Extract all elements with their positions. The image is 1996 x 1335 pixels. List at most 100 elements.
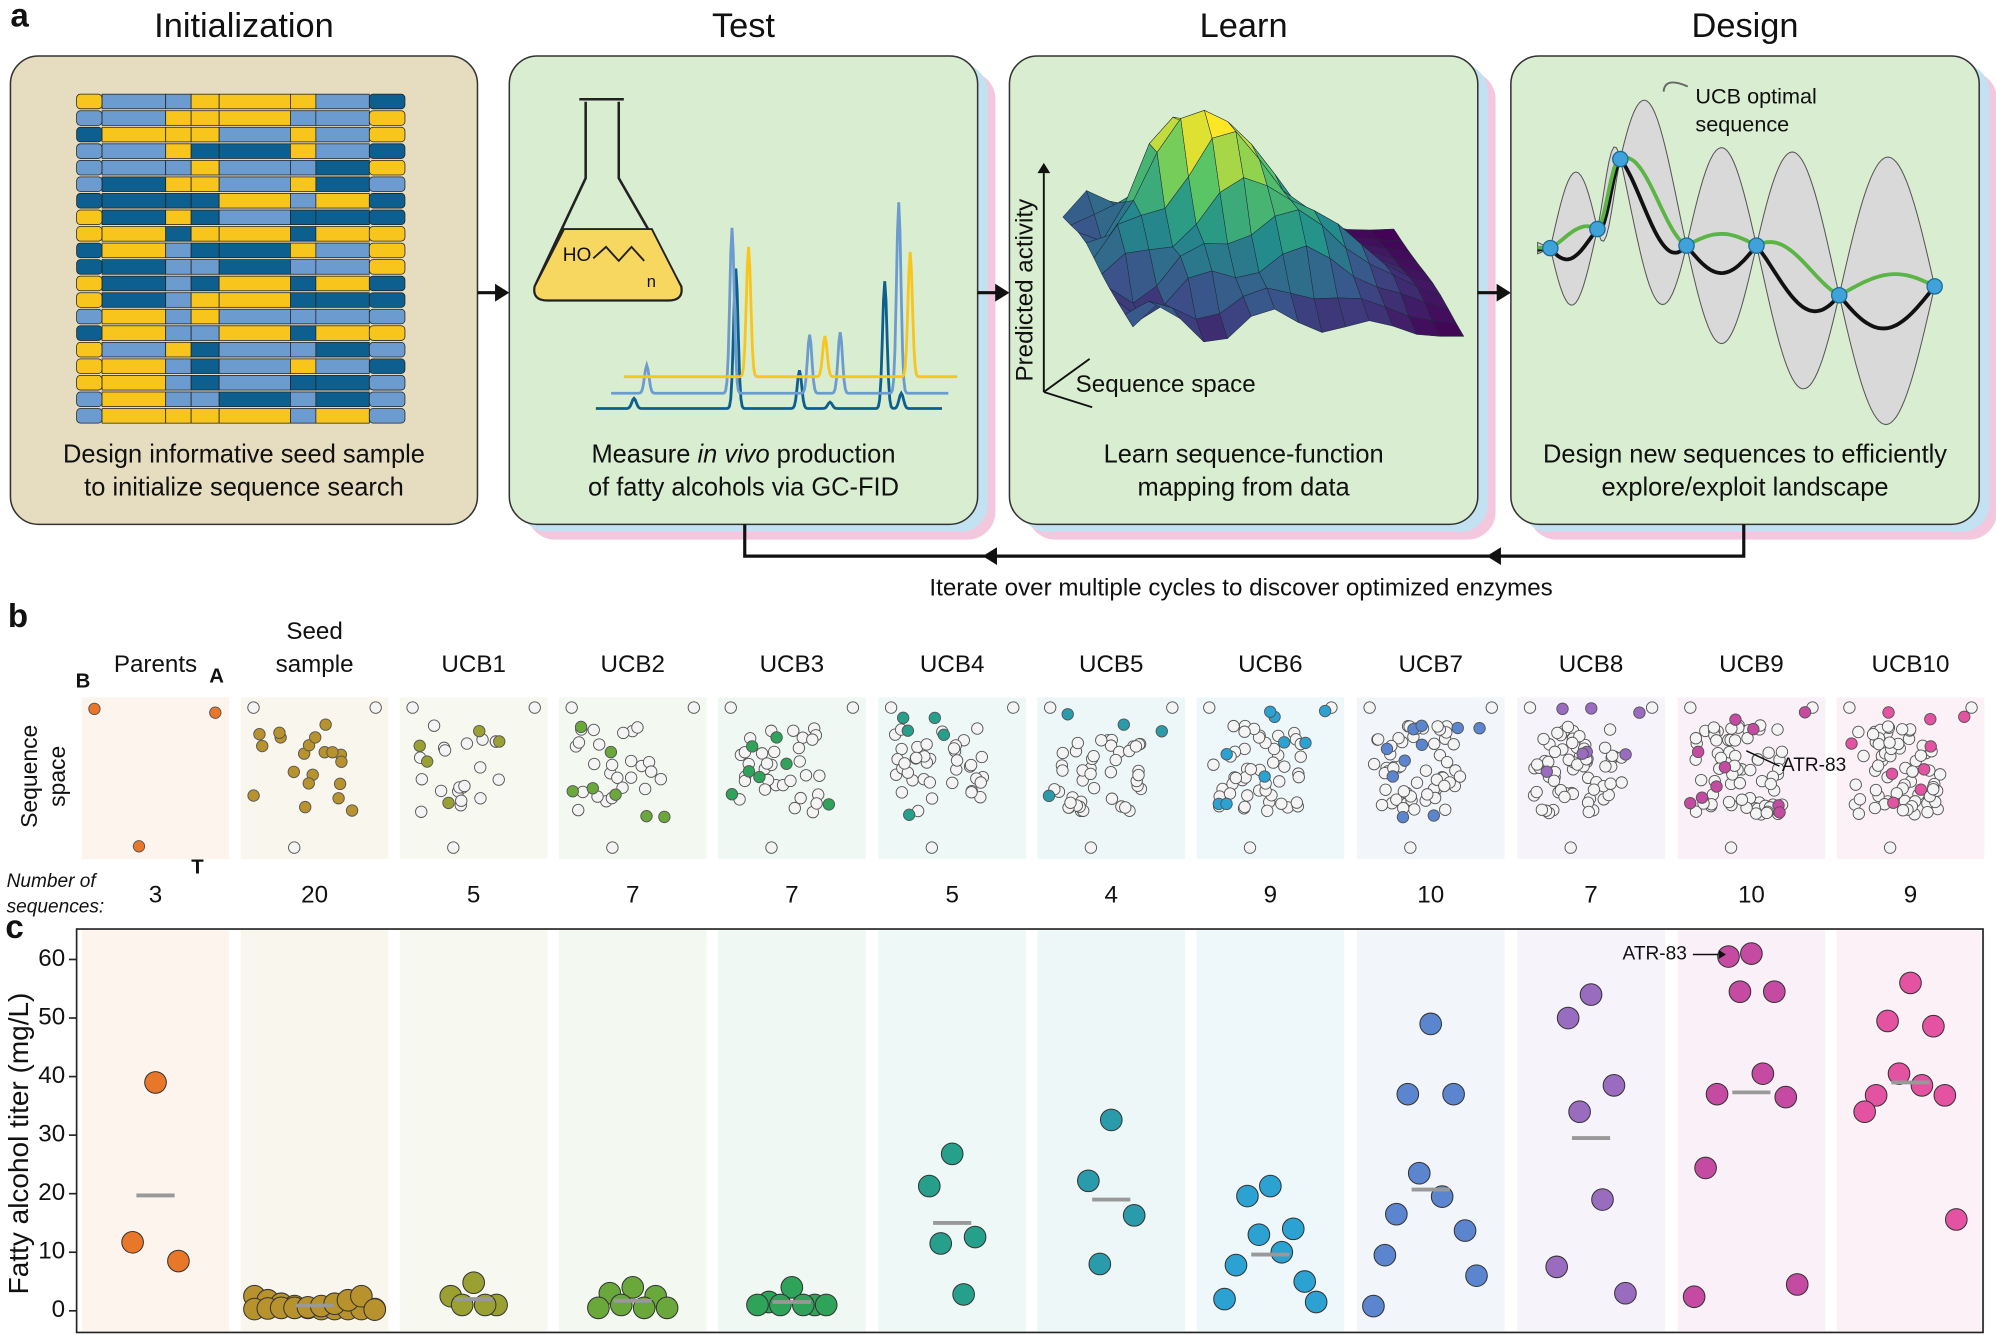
data-point [1717, 945, 1740, 968]
highlight-arrow [1745, 750, 1780, 767]
sequence-block [76, 93, 103, 110]
sequence-dot [1747, 722, 1760, 736]
sequence-dot [964, 758, 978, 772]
step-caption: Design informative seed sample [63, 440, 425, 468]
arrow-head [1037, 162, 1051, 174]
sequence-dot [1887, 796, 1900, 809]
data-point [1694, 1156, 1717, 1180]
sequence-block [101, 259, 167, 275]
sequence-dot [1396, 810, 1410, 824]
sequence-dot [1762, 746, 1775, 759]
sequence-block [290, 176, 317, 192]
sequence-dot [427, 719, 441, 732]
sequence-dot [787, 724, 800, 737]
data-point [1099, 1108, 1123, 1132]
axis-label: Sequence space [1076, 371, 1256, 398]
sequence-block [368, 93, 406, 110]
sequence-dot [1585, 702, 1598, 715]
sequence-dot [1275, 797, 1288, 810]
sequence-block [76, 126, 103, 143]
sequence-block [190, 358, 220, 374]
sequence-block [315, 292, 370, 308]
sequence-block [165, 325, 192, 341]
sequence-block [290, 209, 317, 226]
sequence-dot [654, 772, 667, 786]
sequence-block [190, 110, 220, 126]
sequence-block [190, 126, 220, 143]
sequence-dot [903, 808, 916, 821]
sequence-dot [1117, 718, 1130, 731]
sequence-dot [1119, 801, 1132, 814]
count: 4 [1105, 881, 1118, 908]
data-point [1088, 1252, 1112, 1276]
chromatogram [611, 202, 949, 395]
sequence-dot [1921, 805, 1934, 819]
axis-label: Sequence [16, 725, 42, 828]
arrow-head [495, 283, 510, 302]
sequence-dot [928, 711, 941, 725]
sequence-dot [1530, 785, 1543, 799]
step-caption: mapping from data [1138, 473, 1351, 501]
sequence-dot [1104, 739, 1118, 752]
sequence-dot [937, 728, 951, 741]
sequence-block [290, 226, 317, 242]
sequence-block [101, 325, 167, 341]
caption-part: production [770, 440, 896, 468]
observation [1542, 239, 1559, 257]
sequence-block [101, 275, 167, 292]
data-point [1281, 1217, 1305, 1241]
data-point [1385, 1202, 1408, 1226]
data-point [1304, 1290, 1328, 1314]
sequence-dot [1408, 803, 1421, 816]
data-point [1407, 1161, 1431, 1185]
data-point [1545, 1255, 1569, 1279]
sequence-dot [1439, 803, 1452, 816]
y-tick-label: 10 [38, 1238, 65, 1265]
sequence-dot [1104, 766, 1118, 779]
sequence-dot [1380, 742, 1394, 756]
sequence-dot [1883, 841, 1897, 854]
step-caption: Measure in vivo production [591, 440, 895, 468]
sequence-dot [898, 757, 911, 770]
sequence-dot [784, 774, 797, 788]
caption-part: Measure [591, 440, 697, 468]
data-point [1259, 1174, 1282, 1198]
observation [1678, 237, 1695, 254]
count: 20 [301, 881, 328, 908]
sequence-dot [813, 769, 826, 782]
arrow-head [1718, 950, 1726, 959]
sequence-dot [1722, 795, 1736, 809]
sequence-dot [1084, 841, 1098, 854]
sequence-dot [1547, 774, 1561, 787]
sequence-dot [1775, 745, 1789, 758]
sequence-dot [1619, 748, 1632, 761]
step-caption: of fatty alcohols via GC-FID [588, 473, 899, 501]
sequence-dot [1882, 706, 1895, 719]
sequence-dot [1056, 764, 1069, 777]
sequence-block [165, 226, 192, 242]
sequence-block [218, 193, 291, 209]
sequence-block [190, 242, 220, 259]
data-point [952, 1283, 975, 1306]
sequence-block [368, 126, 406, 143]
ucb-curve [1537, 155, 1940, 297]
sequence-dot [1718, 761, 1732, 774]
sequence-block [368, 242, 406, 259]
data-point [587, 1296, 610, 1320]
data-point [1419, 1012, 1443, 1036]
sequence-block [315, 242, 370, 259]
sequence-dot [460, 737, 474, 750]
sequence-dot [794, 791, 807, 805]
sequence-dot [528, 701, 541, 714]
sequence-block [218, 341, 291, 358]
sequence-dot [1561, 720, 1575, 734]
sequence-dot [760, 757, 774, 770]
sequence-dot [965, 786, 978, 799]
sequence-dot [565, 701, 578, 714]
sequence-block [290, 110, 317, 126]
y-tick-label: 60 [38, 945, 65, 972]
sequence-dot [640, 810, 653, 823]
sequence-dot [1241, 789, 1254, 802]
data-point [1579, 983, 1603, 1006]
sequence-dot [1064, 796, 1077, 809]
